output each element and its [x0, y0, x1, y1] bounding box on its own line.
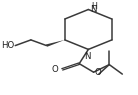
Text: H: H	[92, 2, 98, 11]
Text: HO: HO	[1, 41, 14, 50]
Text: N: N	[84, 52, 91, 61]
Polygon shape	[46, 40, 65, 47]
Text: O: O	[52, 65, 58, 74]
Text: N: N	[90, 5, 97, 13]
Text: O: O	[95, 68, 102, 77]
